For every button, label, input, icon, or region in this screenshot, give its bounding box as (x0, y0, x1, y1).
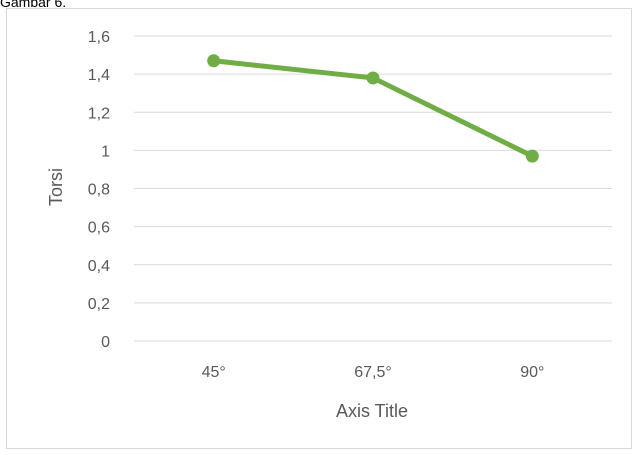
y-tick-label: 1,6 (88, 29, 110, 46)
data-point (207, 54, 221, 68)
chart-frame (6, 8, 632, 449)
series-layer (207, 54, 539, 163)
figure-caption: Gambar 6. (0, 0, 67, 10)
y-tick-label: 0,2 (88, 296, 110, 313)
y-axis-tick-labels: 0 0,2 0,4 0,6 0,8 1 1,2 1,4 1,6 (88, 29, 110, 351)
y-tick-label: 0,4 (88, 258, 110, 275)
x-axis-tick-labels: 45° 67,5° 90° (202, 364, 545, 381)
y-tick-label: 0,8 (88, 182, 110, 199)
y-tick-label: 1 (101, 143, 110, 160)
x-axis-title: Axis Title (336, 401, 408, 421)
y-axis-title: Torsi (46, 168, 66, 206)
y-tick-label: 0 (101, 334, 110, 351)
y-tick-label: 1,2 (88, 105, 110, 122)
x-tick-label: 45° (202, 364, 226, 381)
y-tick-label: 1,4 (88, 67, 110, 84)
y-tick-label: 0,6 (88, 220, 110, 237)
x-tick-label: 67,5° (354, 364, 392, 381)
data-point (366, 71, 380, 85)
gridlines (134, 35, 612, 342)
data-point (525, 149, 539, 163)
x-tick-label: 90° (520, 364, 544, 381)
